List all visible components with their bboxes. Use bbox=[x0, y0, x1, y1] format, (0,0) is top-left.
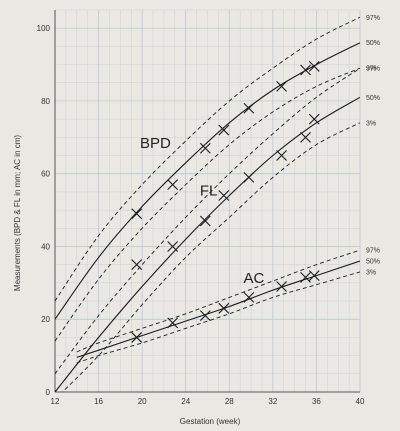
bpd-measurement-mark bbox=[199, 142, 211, 154]
ac-measurement-mark bbox=[167, 317, 179, 329]
y-tick-label: 0 bbox=[46, 388, 51, 397]
fl-percentile-label: 97% bbox=[366, 66, 380, 73]
bpd-measurement-mark bbox=[243, 102, 255, 114]
fl-measurement-mark bbox=[131, 259, 143, 271]
fl-measurement-mark bbox=[308, 113, 320, 125]
fl-measurement-mark bbox=[167, 241, 179, 252]
y-tick-label: 40 bbox=[41, 242, 50, 251]
fl-measurement-mark bbox=[199, 215, 211, 227]
ac-measurement-mark bbox=[199, 310, 211, 321]
fl-percentile-label: 3% bbox=[366, 120, 376, 127]
y-tick-label: 20 bbox=[41, 315, 50, 324]
y-axis-label: Measurements (BPD & FL in mm; AC in cm) bbox=[13, 135, 22, 292]
x-tick-label: 40 bbox=[356, 397, 365, 406]
x-tick-label: 20 bbox=[138, 397, 147, 406]
bpd-measurement-mark bbox=[308, 61, 320, 72]
fl-measurement-mark bbox=[243, 171, 255, 183]
y-tick-label: 60 bbox=[41, 170, 50, 179]
bpd-measurement-mark bbox=[300, 64, 311, 76]
x-axis-label: Gestation (week) bbox=[180, 417, 241, 426]
fl-percentile-label: 50% bbox=[366, 95, 380, 102]
x-tick-label: 16 bbox=[94, 397, 103, 406]
x-tick-label: 28 bbox=[225, 397, 234, 406]
y-tick-label: 80 bbox=[41, 97, 50, 106]
ac-measurement-mark bbox=[243, 292, 255, 303]
bpd-percentile-label: 50% bbox=[366, 40, 380, 47]
bpd-measurement-mark bbox=[276, 81, 287, 92]
ac-percentile-label: 97% bbox=[366, 248, 380, 255]
bpd-curve-label: BPD bbox=[140, 135, 171, 152]
bpd-curve-3pct bbox=[55, 67, 360, 342]
ac-measurement-mark bbox=[218, 302, 230, 314]
x-tick-label: 32 bbox=[268, 397, 277, 406]
ac-curve-label: AC bbox=[243, 270, 264, 287]
bpd-curve-50pct bbox=[55, 42, 360, 320]
fl-curve-3pct bbox=[61, 122, 360, 392]
fl-curve-97pct bbox=[55, 67, 360, 375]
ac-percentile-label: 3% bbox=[366, 269, 376, 276]
bpd-measurement-mark bbox=[167, 179, 179, 191]
fl-curve-50pct bbox=[55, 96, 360, 392]
fl-measurement-mark bbox=[300, 131, 311, 143]
bpd-curve-97pct bbox=[55, 16, 360, 302]
fl-curve-label: FL bbox=[200, 183, 218, 200]
ac-measurement-mark bbox=[308, 270, 320, 281]
y-tick-label: 100 bbox=[37, 24, 51, 33]
bpd-measurement-mark bbox=[131, 208, 143, 220]
bpd-measurement-mark bbox=[218, 124, 230, 136]
x-tick-label: 24 bbox=[181, 397, 190, 406]
ac-measurement-mark bbox=[276, 281, 287, 292]
ac-curve-3pct bbox=[76, 271, 360, 364]
x-tick-label: 36 bbox=[312, 397, 321, 406]
ac-measurement-mark bbox=[131, 332, 143, 343]
fl-measurement-mark bbox=[218, 190, 230, 201]
bpd-percentile-label: 3% bbox=[366, 66, 376, 73]
ac-measurement-mark bbox=[300, 272, 311, 283]
measurement-marks bbox=[131, 61, 320, 343]
ac-percentile-label: 50% bbox=[366, 259, 380, 266]
chart-labels: 12 16 20 24 28 32 36 40 0 20 40 60 80 100 97% 50% 3% BPD 9… bbox=[37, 15, 380, 406]
x-tick-label: 12 bbox=[51, 397, 60, 406]
bpd-percentile-label: 97% bbox=[366, 15, 380, 22]
fl-measurement-mark bbox=[276, 150, 287, 161]
